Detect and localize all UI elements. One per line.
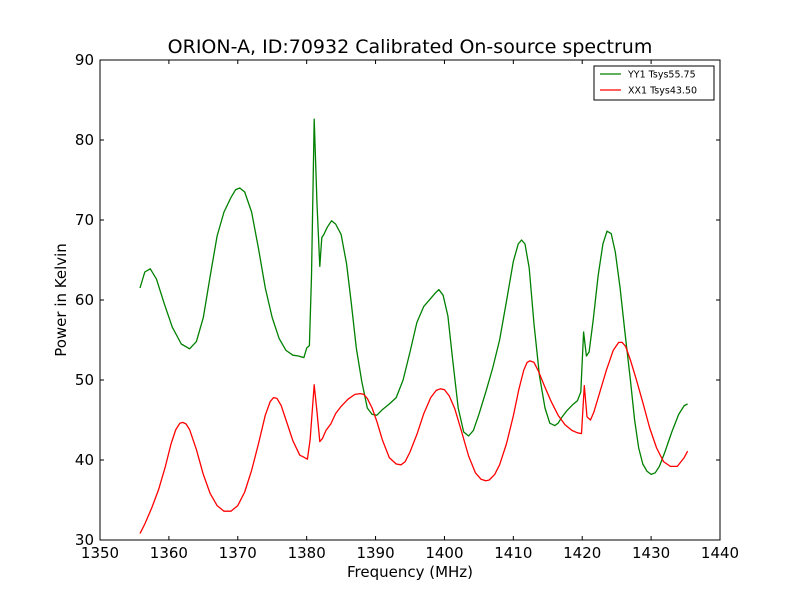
plot-frame <box>99 59 721 541</box>
x-tick-label: 1410 <box>494 544 532 562</box>
x-tick-label: 1430 <box>632 544 670 562</box>
chart-title: ORION-A, ID:70932 Calibrated On-source s… <box>168 36 653 58</box>
legend: YY1 Tsys55.75 XX1 Tsys43.50 <box>593 65 715 101</box>
y-tick-label: 70 <box>75 211 94 229</box>
y-tick-label: 50 <box>75 371 94 389</box>
x-tick-label: 1360 <box>150 544 188 562</box>
y-tick-label: 40 <box>75 451 94 469</box>
y-axis-label: Power in Kelvin <box>52 243 70 357</box>
x-tick-label: 1400 <box>425 544 463 562</box>
x-tick-label: 1440 <box>701 544 739 562</box>
y-tick-label: 80 <box>75 131 94 149</box>
series-layer <box>139 118 689 534</box>
x-tick-label: 1370 <box>219 544 257 562</box>
y-tick-label: 30 <box>75 531 94 549</box>
legend-box <box>593 65 715 101</box>
legend-label-xx1: XX1 Tsys43.50 <box>628 86 697 97</box>
x-tick-label: 1380 <box>288 544 326 562</box>
series-line-1 <box>139 341 689 534</box>
x-tick-label: 1420 <box>563 544 601 562</box>
tick-layer: 1350 1360 1370 1380 1390 1400 1410 1420 1430 1440… <box>75 51 739 562</box>
x-tick-label: 1390 <box>356 544 394 562</box>
x-tick-label: 1350 <box>81 544 119 562</box>
x-axis-label: Frequency (MHz) <box>347 563 473 581</box>
plot-area <box>100 60 720 540</box>
legend-label-yy1: YY1 Tsys55.75 <box>627 70 696 81</box>
y-tick-label: 60 <box>75 291 94 309</box>
series-line-0 <box>139 118 688 476</box>
y-tick-label: 90 <box>75 51 94 69</box>
